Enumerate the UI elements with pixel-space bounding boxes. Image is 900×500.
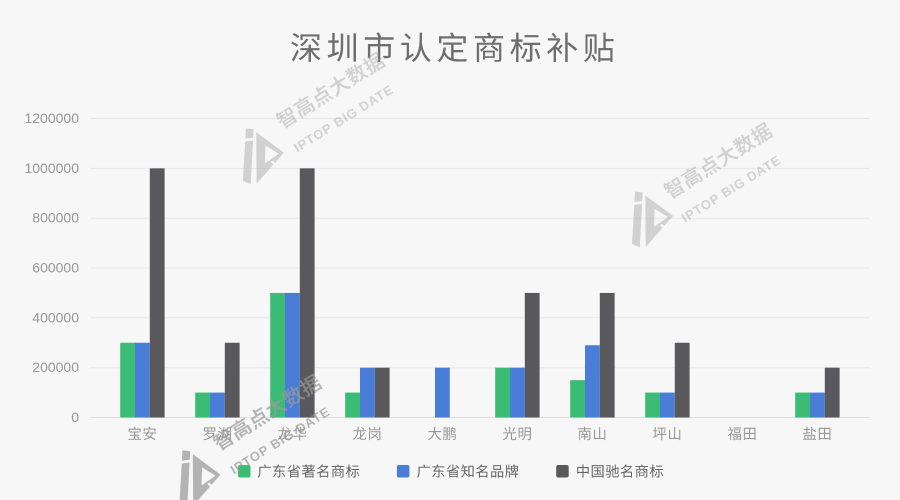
svg-text:0: 0 [71,409,79,425]
svg-text:1200000: 1200000 [24,110,79,126]
svg-text:1000000: 1000000 [24,160,79,176]
svg-text:400000: 400000 [32,309,79,325]
svg-text:600000: 600000 [32,260,79,276]
svg-text:800000: 800000 [32,210,79,226]
svg-text:200000: 200000 [32,359,79,375]
